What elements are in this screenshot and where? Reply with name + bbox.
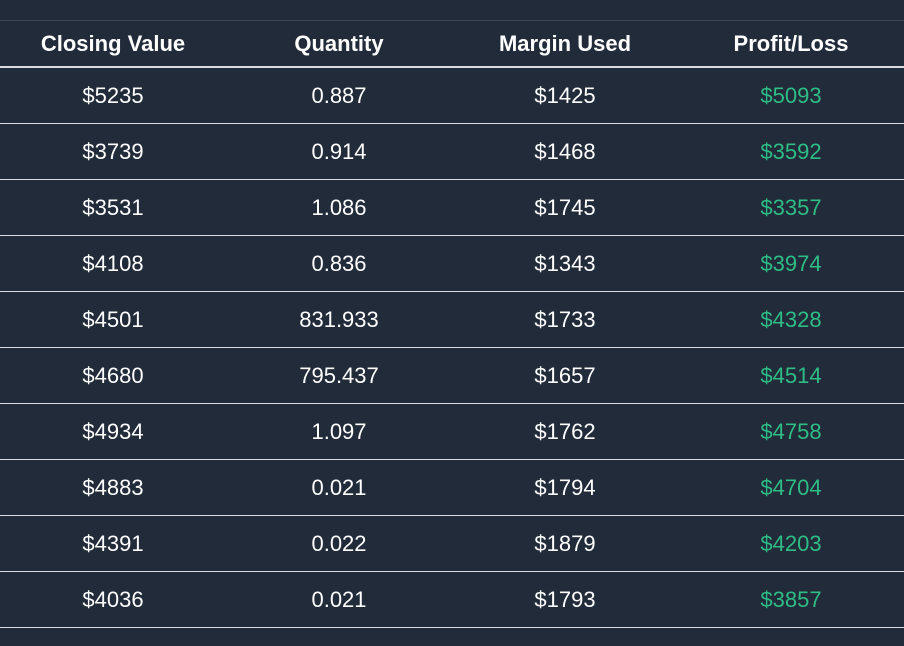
cell-profit-loss: $3857 [678,571,904,628]
col-header-profit-loss: Profit/Loss [678,21,904,68]
cell-closing-value: $4883 [0,459,226,516]
cell-quantity: 1.086 [226,179,452,236]
cell-profit-loss: $4514 [678,347,904,404]
cell-profit-loss: $4758 [678,403,904,460]
cell-closing-value: $4108 [0,235,226,292]
table-row: $4934 1.097 $1762 $4758 [0,403,904,460]
table-row: $4391 0.022 $1879 $4203 [0,515,904,572]
col-header-quantity: Quantity [226,21,452,68]
positions-table-container: Closing Value Quantity Margin Used Profi… [0,20,904,628]
table-row: $4036 0.021 $1793 $3857 [0,571,904,628]
cell-closing-value: $3531 [0,179,226,236]
cell-margin-used: $1762 [452,403,678,460]
cell-quantity: 1.097 [226,403,452,460]
col-header-closing-value: Closing Value [0,21,226,68]
table-row: $3739 0.914 $1468 $3592 [0,123,904,180]
cell-quantity: 0.022 [226,515,452,572]
cell-quantity: 0.914 [226,123,452,180]
cell-quantity: 0.887 [226,67,452,124]
table-row: $5235 0.887 $1425 $5093 [0,67,904,124]
cell-margin-used: $1733 [452,291,678,348]
cell-profit-loss: $5093 [678,67,904,124]
table-row: $4680 795.437 $1657 $4514 [0,347,904,404]
table-row: $3531 1.086 $1745 $3357 [0,179,904,236]
cell-margin-used: $1793 [452,571,678,628]
cell-profit-loss: $4704 [678,459,904,516]
cell-closing-value: $4680 [0,347,226,404]
col-header-margin-used: Margin Used [452,21,678,68]
cell-closing-value: $4501 [0,291,226,348]
cell-margin-used: $1343 [452,235,678,292]
cell-margin-used: $1657 [452,347,678,404]
cell-quantity: 0.836 [226,235,452,292]
cell-quantity: 0.021 [226,459,452,516]
cell-closing-value: $5235 [0,67,226,124]
table-row: $4501 831.933 $1733 $4328 [0,291,904,348]
cell-quantity: 795.437 [226,347,452,404]
cell-margin-used: $1794 [452,459,678,516]
cell-closing-value: $4391 [0,515,226,572]
positions-table: Closing Value Quantity Margin Used Profi… [0,21,904,628]
cell-quantity: 831.933 [226,291,452,348]
table-row: $4883 0.021 $1794 $4704 [0,459,904,516]
cell-closing-value: $4036 [0,571,226,628]
table-header: Closing Value Quantity Margin Used Profi… [0,21,904,68]
cell-profit-loss: $3357 [678,179,904,236]
cell-profit-loss: $4328 [678,291,904,348]
cell-margin-used: $1879 [452,515,678,572]
cell-margin-used: $1745 [452,179,678,236]
cell-profit-loss: $4203 [678,515,904,572]
cell-profit-loss: $3592 [678,123,904,180]
cell-closing-value: $4934 [0,403,226,460]
table-row: $4108 0.836 $1343 $3974 [0,235,904,292]
table-body: $5235 0.887 $1425 $5093 $3739 0.914 $146… [0,67,904,628]
cell-margin-used: $1425 [452,67,678,124]
cell-margin-used: $1468 [452,123,678,180]
cell-closing-value: $3739 [0,123,226,180]
cell-profit-loss: $3974 [678,235,904,292]
cell-quantity: 0.021 [226,571,452,628]
header-row: Closing Value Quantity Margin Used Profi… [0,21,904,68]
